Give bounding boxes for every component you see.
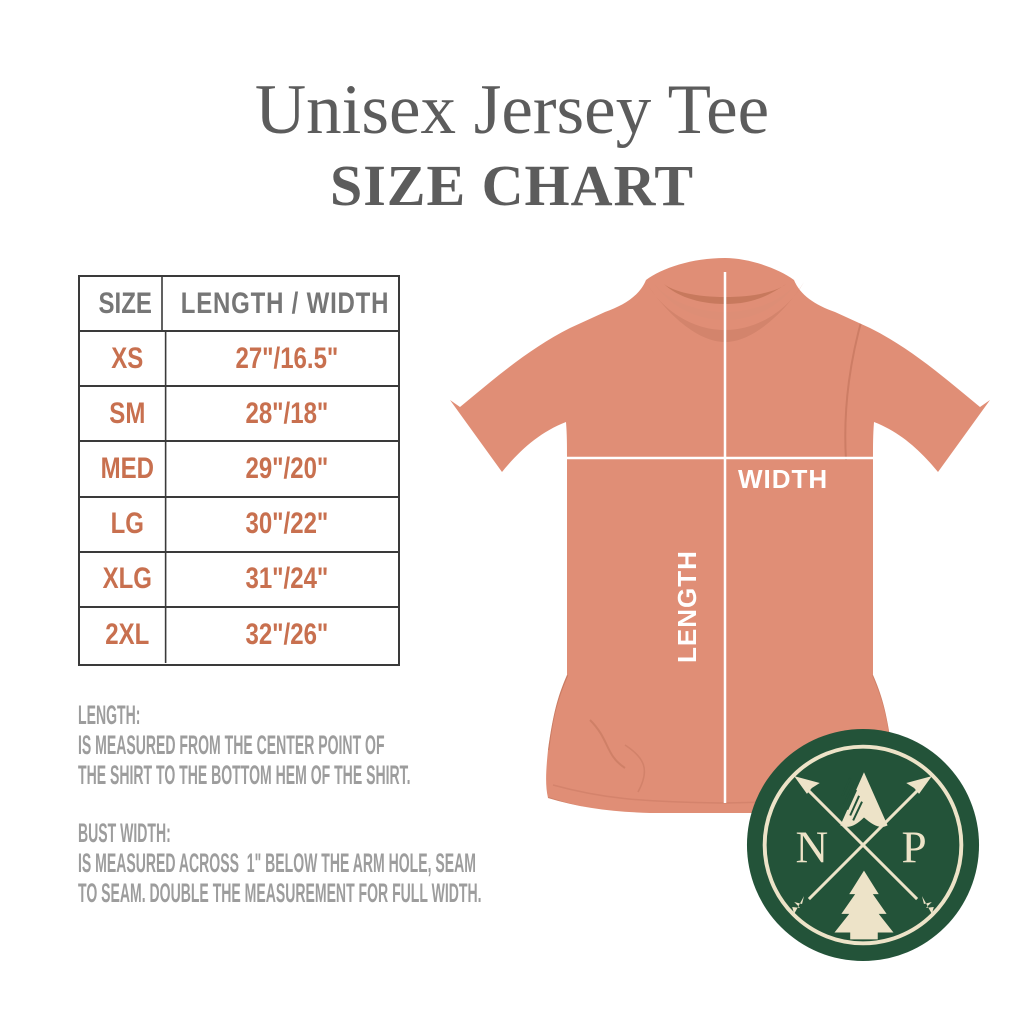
svg-text:WIDTH: WIDTH — [738, 464, 828, 494]
svg-text:LENGTH: LENGTH — [672, 550, 702, 663]
svg-text:N: N — [796, 823, 829, 873]
svg-text:P: P — [902, 823, 927, 873]
